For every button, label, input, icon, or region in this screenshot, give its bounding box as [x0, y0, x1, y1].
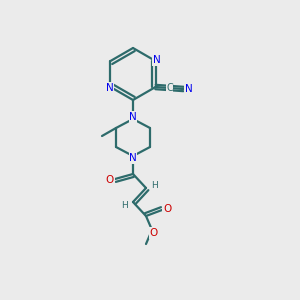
Text: N: N	[184, 84, 192, 94]
Text: C: C	[166, 83, 173, 93]
Text: N: N	[153, 55, 160, 65]
Text: N: N	[106, 83, 113, 93]
Text: H: H	[152, 181, 158, 190]
Text: H: H	[121, 200, 128, 209]
Text: N: N	[129, 153, 137, 163]
Text: O: O	[106, 175, 114, 185]
Text: O: O	[163, 204, 171, 214]
Text: N: N	[129, 112, 137, 122]
Text: O: O	[150, 228, 158, 238]
